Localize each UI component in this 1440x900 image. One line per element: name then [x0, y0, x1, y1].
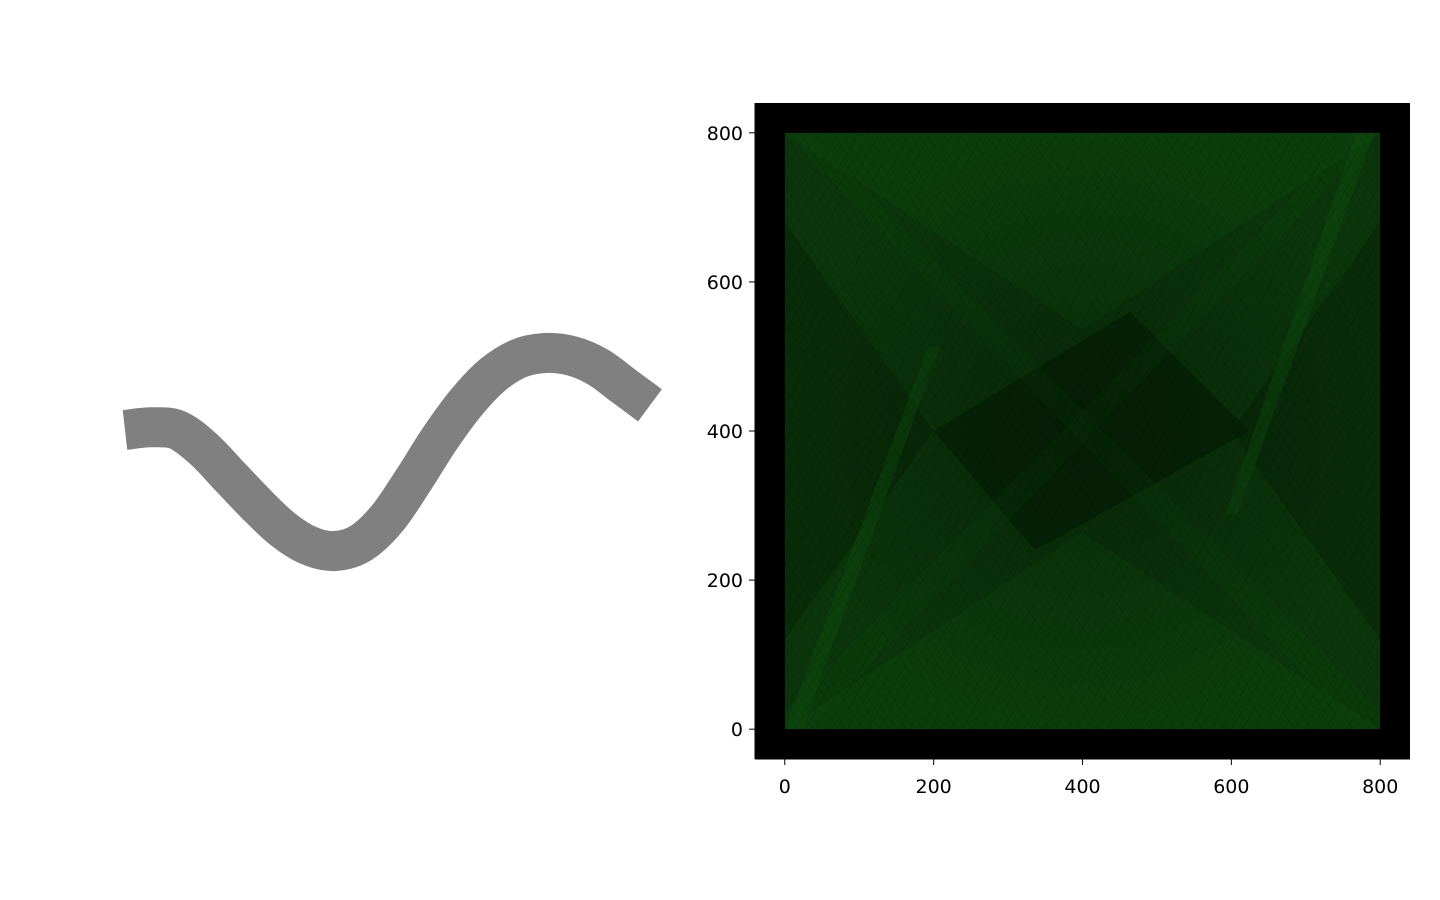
y-tick-label: 600 — [707, 272, 743, 294]
heatmap-shade — [784, 132, 1381, 730]
y-tick-label: 0 — [731, 719, 743, 741]
x-axis-ticks: 0 200 400 600 800 — [779, 759, 1398, 798]
x-tick-label: 0 — [779, 776, 791, 798]
left-wave-plot — [122, 332, 662, 572]
x-tick-label: 200 — [916, 776, 952, 798]
y-tick-label: 200 — [707, 570, 743, 592]
x-tick-label: 800 — [1362, 776, 1398, 798]
image-plot: 0 200 400 600 800 0 200 400 600 800 — [707, 103, 1410, 798]
x-tick-label: 400 — [1064, 776, 1100, 798]
heatmap-image — [784, 132, 1381, 730]
y-tick-label: 800 — [707, 123, 743, 145]
y-tick-label: 400 — [707, 421, 743, 443]
y-axis-ticks: 0 200 400 600 800 — [707, 123, 755, 741]
x-tick-label: 600 — [1213, 776, 1249, 798]
wave-series-line — [122, 332, 662, 572]
